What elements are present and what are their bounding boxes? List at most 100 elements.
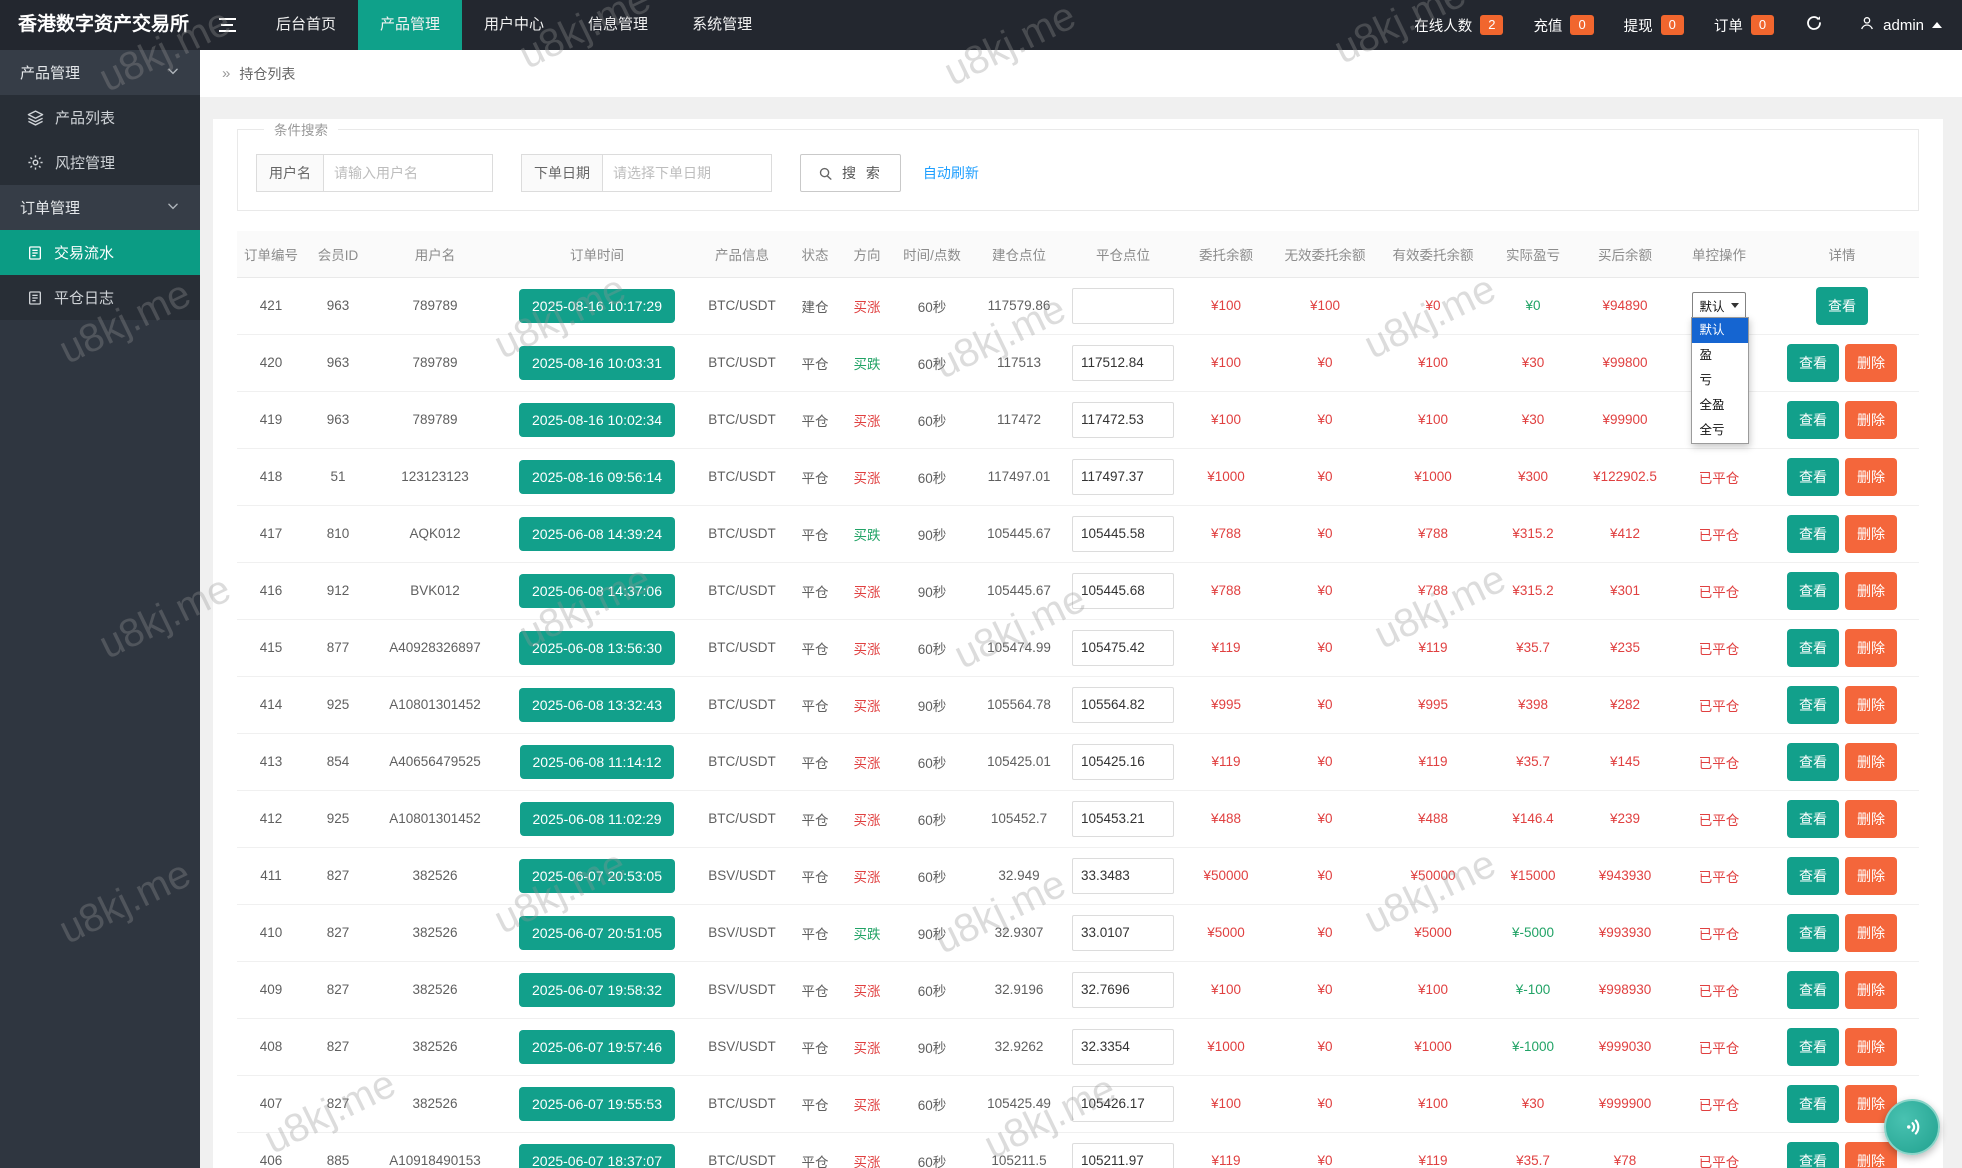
auto-refresh-link[interactable]: 自动刷新 xyxy=(922,165,979,181)
order-time-button[interactable]: 2025-06-07 18:37:07 xyxy=(519,1143,675,1168)
view-button[interactable]: 查看 xyxy=(1787,1141,1839,1168)
cell-entrust-balance: ¥5000 xyxy=(1179,904,1273,962)
cell-username: 789789 xyxy=(371,334,499,392)
search-button[interactable]: 搜 索 xyxy=(800,154,901,192)
close-point-input[interactable] xyxy=(1072,515,1174,552)
close-point-input[interactable] xyxy=(1072,401,1174,438)
view-button[interactable]: 查看 xyxy=(1787,457,1839,496)
cell-order-time: 2025-08-16 10:17:29 xyxy=(499,277,695,335)
support-float-button[interactable] xyxy=(1884,1099,1940,1155)
order-time-button[interactable]: 2025-06-07 19:58:32 xyxy=(519,972,675,1007)
view-button[interactable]: 查看 xyxy=(1787,799,1839,838)
order-time-button[interactable]: 2025-08-16 10:03:31 xyxy=(519,345,675,380)
close-point-input[interactable] xyxy=(1072,344,1174,381)
topbar-stat-1[interactable]: 充值 0 xyxy=(1518,15,1608,36)
view-button[interactable]: 查看 xyxy=(1787,1084,1839,1123)
view-button[interactable]: 查看 xyxy=(1816,286,1868,325)
sidebar-item-交易流水[interactable]: 交易流水 xyxy=(0,230,200,275)
order-time-button[interactable]: 2025-08-16 10:17:29 xyxy=(519,288,675,323)
view-button[interactable]: 查看 xyxy=(1787,685,1839,724)
topbar-menu-2[interactable]: 用户中心 xyxy=(484,16,545,33)
delete-button[interactable]: 删除 xyxy=(1845,799,1897,838)
close-point-input[interactable] xyxy=(1072,800,1174,837)
close-point-input[interactable] xyxy=(1072,1142,1174,1168)
delete-button[interactable]: 删除 xyxy=(1845,970,1897,1009)
order-time-button[interactable]: 2025-06-08 14:39:24 xyxy=(519,516,675,551)
refresh-button[interactable] xyxy=(1789,14,1839,37)
close-point-input[interactable] xyxy=(1072,1028,1174,1065)
hamburger-menu-icon[interactable] xyxy=(200,0,254,50)
view-button[interactable]: 查看 xyxy=(1787,514,1839,553)
order-time-button[interactable]: 2025-08-16 09:56:14 xyxy=(519,459,675,494)
order-time-button[interactable]: 2025-06-07 20:51:05 xyxy=(519,915,675,950)
close-point-input[interactable] xyxy=(1072,287,1174,324)
close-point-input[interactable] xyxy=(1072,857,1174,894)
order-time-button[interactable]: 2025-06-08 13:56:30 xyxy=(519,630,675,665)
sidebar-item-产品列表[interactable]: 产品列表 xyxy=(0,95,200,140)
close-point-input[interactable] xyxy=(1072,629,1174,666)
sidebar-item-风控管理[interactable]: 风控管理 xyxy=(0,140,200,185)
username-input[interactable] xyxy=(323,154,493,192)
view-button[interactable]: 查看 xyxy=(1787,400,1839,439)
delete-button[interactable]: 删除 xyxy=(1845,628,1897,667)
view-button[interactable]: 查看 xyxy=(1787,343,1839,382)
view-button[interactable]: 查看 xyxy=(1787,742,1839,781)
delete-button[interactable]: 删除 xyxy=(1845,913,1897,952)
view-button[interactable]: 查看 xyxy=(1787,856,1839,895)
order-time-button[interactable]: 2025-06-08 11:14:12 xyxy=(519,744,675,779)
view-button[interactable]: 查看 xyxy=(1787,913,1839,952)
topbar-stat-2[interactable]: 提现 0 xyxy=(1609,15,1699,36)
view-button[interactable]: 查看 xyxy=(1787,1027,1839,1066)
dropdown-option-默认[interactable]: 默认 xyxy=(1692,318,1749,343)
topbar-menu-4[interactable]: 系统管理 xyxy=(692,16,753,33)
delete-button[interactable]: 删除 xyxy=(1845,457,1897,496)
close-point-input[interactable] xyxy=(1072,1085,1174,1122)
cell-entrust-balance-value: ¥119 xyxy=(1211,754,1241,769)
sidebar: 产品管理 产品列表 风控管理 订单管理 交易流水 平仓日志 xyxy=(0,50,200,1168)
topbar-menu-1[interactable]: 产品管理 xyxy=(358,0,463,50)
delete-button[interactable]: 删除 xyxy=(1845,742,1897,781)
view-button[interactable]: 查看 xyxy=(1787,571,1839,610)
close-point-input[interactable] xyxy=(1072,914,1174,951)
delete-button[interactable]: 删除 xyxy=(1845,343,1897,382)
control-closed-label: 已平仓 xyxy=(1698,926,1740,942)
sidebar-item-平仓日志[interactable]: 平仓日志 xyxy=(0,275,200,320)
close-point-input[interactable] xyxy=(1072,572,1174,609)
cell-order-id: 416 xyxy=(237,562,305,620)
dropdown-option-盈[interactable]: 盈 xyxy=(1699,348,1712,362)
admin-menu[interactable]: admin xyxy=(1839,15,1962,35)
sidebar-group-0[interactable]: 产品管理 xyxy=(0,50,200,95)
column-header-平仓点位: 平仓点位 xyxy=(1067,231,1179,278)
dropdown-option-全盈[interactable]: 全盈 xyxy=(1699,398,1725,412)
dropdown-option-亏[interactable]: 亏 xyxy=(1699,373,1712,387)
delete-button[interactable]: 删除 xyxy=(1845,685,1897,724)
order-time-button[interactable]: 2025-06-07 19:55:53 xyxy=(519,1086,675,1121)
topbar-menu-3[interactable]: 信息管理 xyxy=(588,16,649,33)
close-point-input[interactable] xyxy=(1072,458,1174,495)
sidebar-group-1[interactable]: 订单管理 xyxy=(0,185,200,230)
cell-username: 789789 xyxy=(371,277,499,335)
order-date-input[interactable] xyxy=(602,154,772,192)
delete-button[interactable]: 删除 xyxy=(1845,1027,1897,1066)
dropdown-option-全亏[interactable]: 全亏 xyxy=(1699,423,1725,437)
order-time-button[interactable]: 2025-06-07 20:53:05 xyxy=(519,858,675,893)
delete-button[interactable]: 删除 xyxy=(1845,400,1897,439)
delete-button[interactable]: 删除 xyxy=(1845,856,1897,895)
delete-button[interactable]: 删除 xyxy=(1845,1141,1897,1168)
delete-button[interactable]: 删除 xyxy=(1845,514,1897,553)
order-time-button[interactable]: 2025-06-08 13:32:43 xyxy=(519,687,675,722)
delete-button[interactable]: 删除 xyxy=(1845,571,1897,610)
topbar-menu-0[interactable]: 后台首页 xyxy=(276,16,337,33)
close-point-input[interactable] xyxy=(1072,686,1174,723)
order-time-button[interactable]: 2025-06-08 14:37:06 xyxy=(519,573,675,608)
order-time-button[interactable]: 2025-08-16 10:02:34 xyxy=(519,402,675,437)
order-time-button[interactable]: 2025-06-07 19:57:46 xyxy=(519,1029,675,1064)
view-button[interactable]: 查看 xyxy=(1787,628,1839,667)
order-time-button[interactable]: 2025-06-08 11:02:29 xyxy=(519,801,675,836)
view-button[interactable]: 查看 xyxy=(1787,970,1839,1009)
control-select[interactable]: 默认 xyxy=(1692,292,1746,319)
topbar-stat-3[interactable]: 订单 0 xyxy=(1699,15,1789,36)
close-point-input[interactable] xyxy=(1072,971,1174,1008)
topbar-stat-0[interactable]: 在线人数 2 xyxy=(1399,15,1518,36)
close-point-input[interactable] xyxy=(1072,743,1174,780)
